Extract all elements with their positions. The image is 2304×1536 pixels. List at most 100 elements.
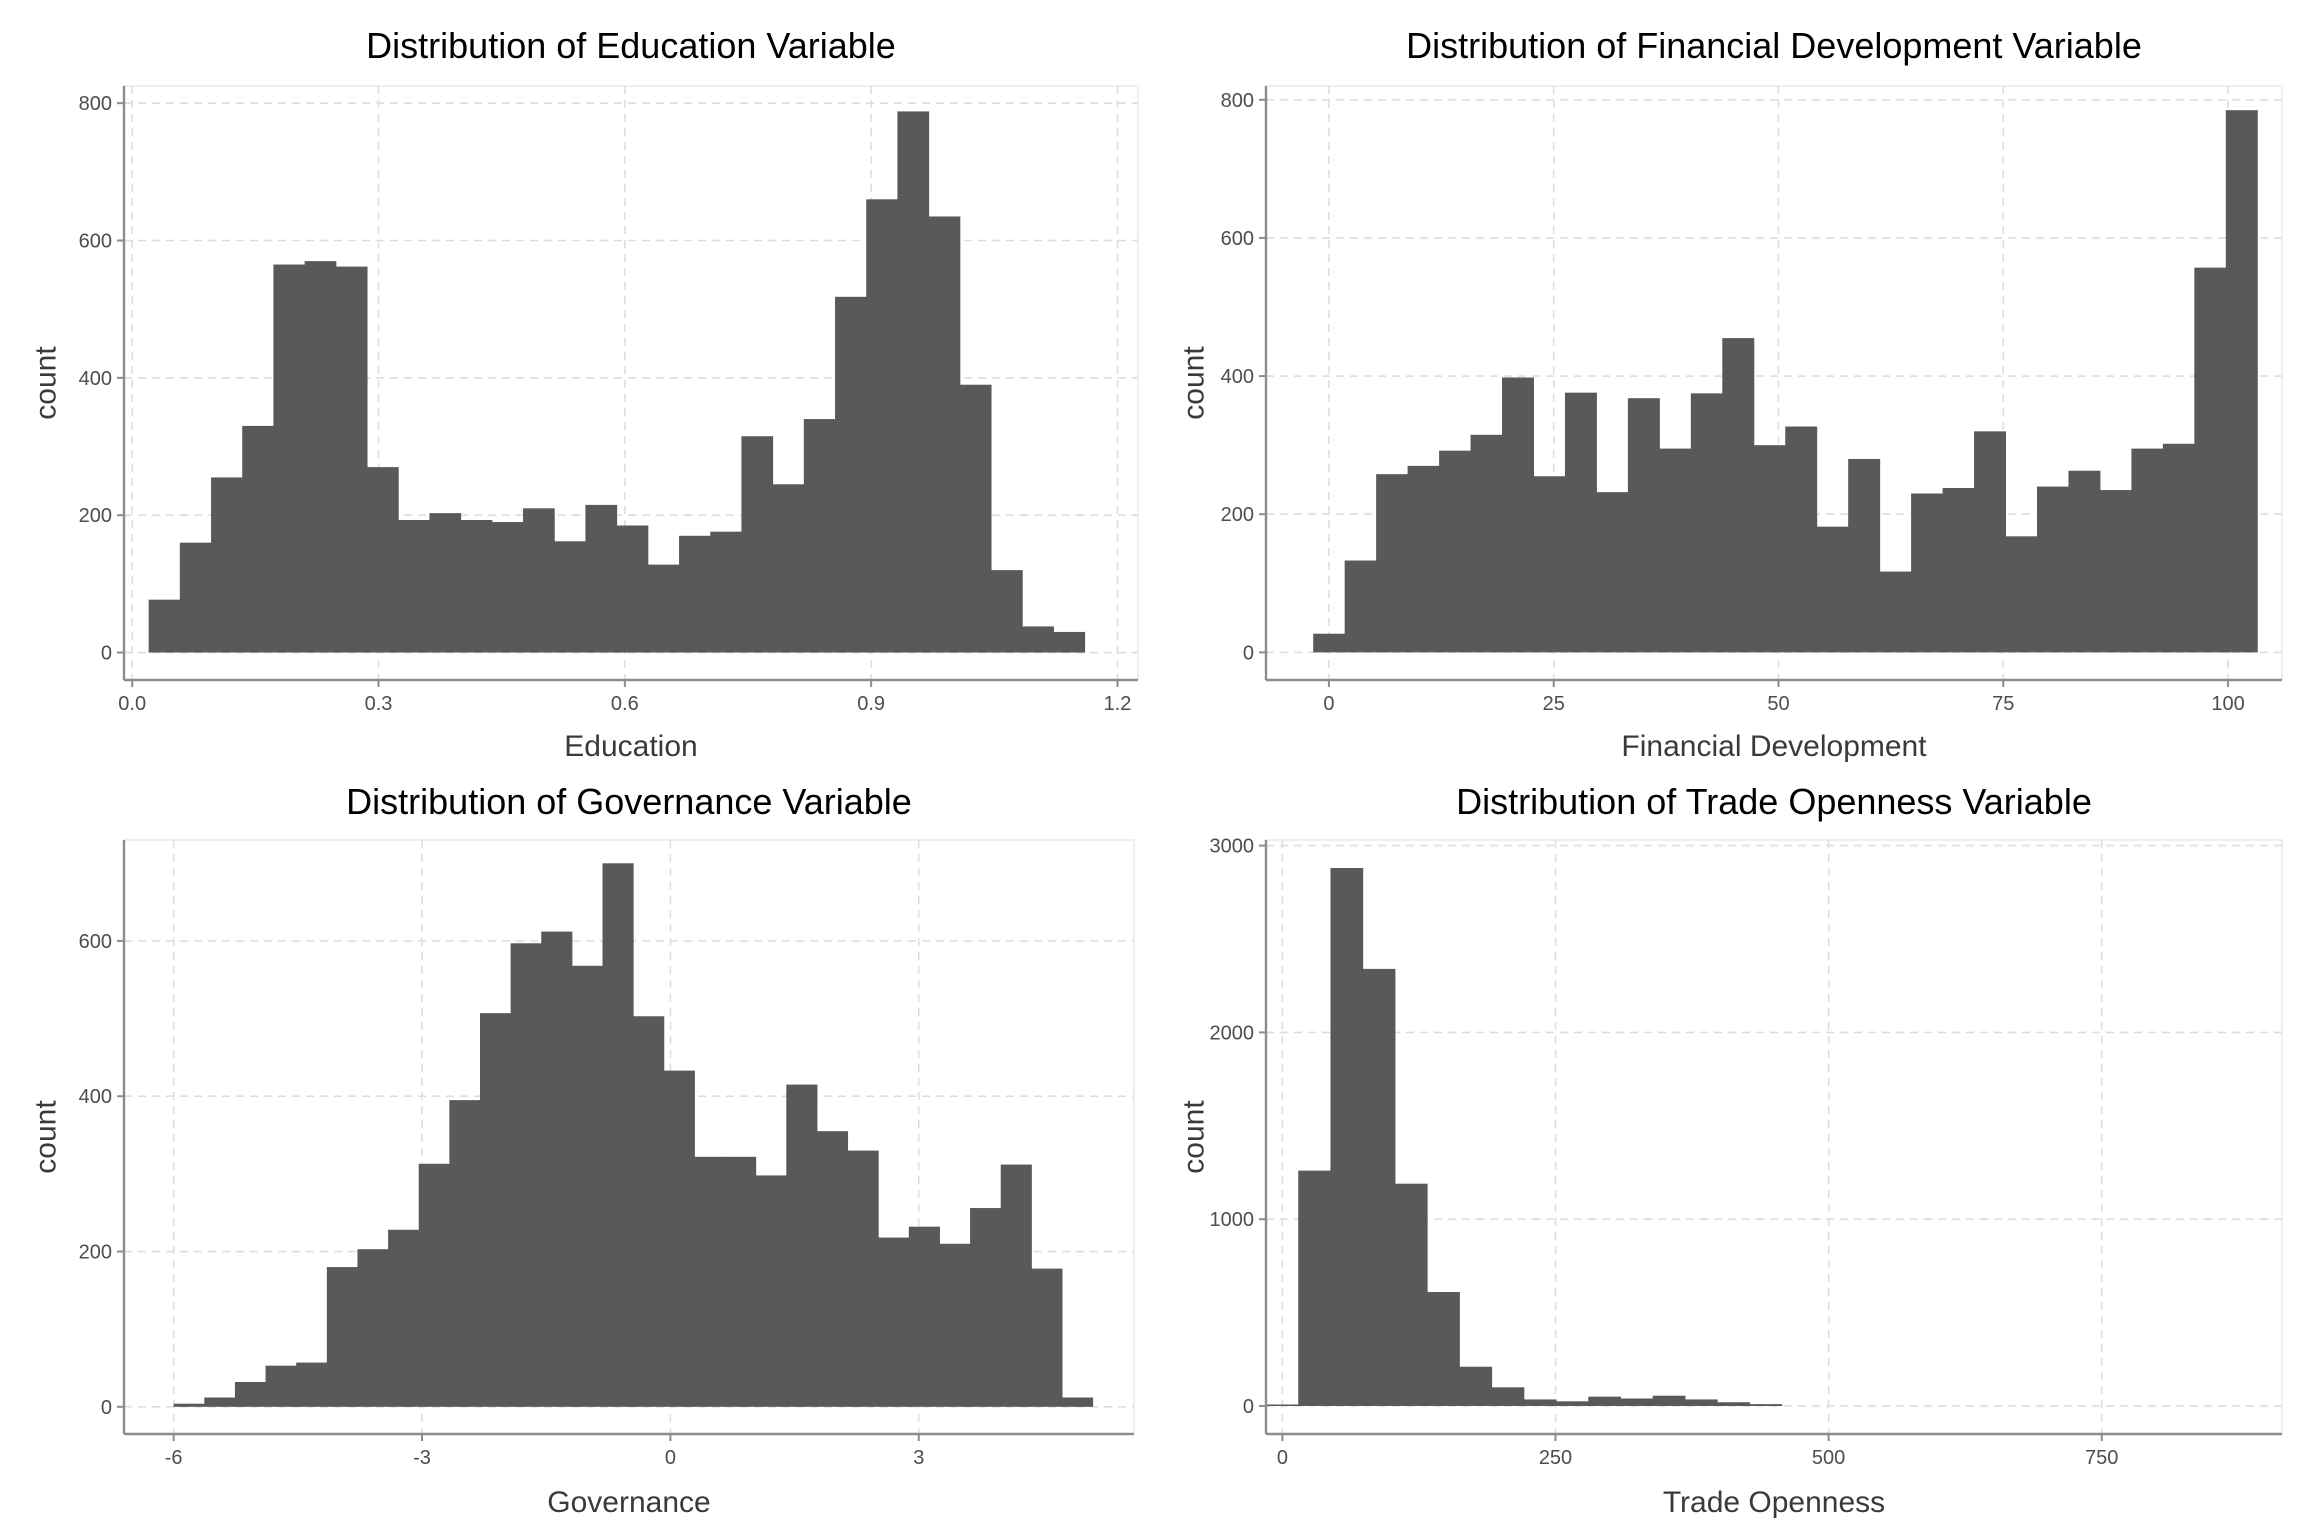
y-tick-label: 800 — [1221, 90, 1254, 112]
x-tick-label: 0 — [1277, 1447, 1288, 1469]
histogram-bar — [1266, 1404, 1299, 1406]
histogram-bar — [1848, 458, 1881, 653]
histogram-bar — [1394, 1183, 1428, 1406]
histogram-bar — [1427, 1292, 1460, 1406]
histogram-bar — [1344, 560, 1377, 653]
histogram-bar — [679, 535, 711, 653]
y-tick-label: 400 — [79, 1086, 112, 1108]
histogram-bar — [1652, 1395, 1686, 1406]
histogram-bar — [725, 1156, 757, 1407]
histogram-bar — [1470, 434, 1503, 653]
histogram-bar — [1407, 465, 1440, 653]
histogram-bar — [2225, 110, 2258, 653]
histogram-bar — [647, 564, 680, 653]
histogram-bar — [2005, 536, 2038, 653]
histogram-bar — [2162, 443, 2195, 653]
histogram-bar — [571, 965, 604, 1407]
histogram-panel-3: -6 -3 0 3 0 200 400 600 Distribution of Governan… — [30, 781, 1135, 1519]
histogram-bar — [772, 484, 805, 653]
y-tick-label: 1000 — [1210, 1209, 1255, 1231]
histogram-bar — [296, 1362, 328, 1407]
histogram-bar — [1330, 868, 1364, 1406]
histogram-bar — [398, 519, 430, 653]
histogram-bar — [663, 1070, 695, 1407]
y-axis-title: count — [30, 346, 63, 420]
histogram-bar — [1816, 526, 1849, 653]
histogram-bar — [148, 599, 181, 653]
histogram-bar — [265, 1365, 297, 1407]
histogram-bar — [786, 1084, 818, 1407]
histogram-bar — [449, 1100, 481, 1407]
y-tick-label: 800 — [79, 93, 112, 115]
x-tick-label: 75 — [1992, 693, 2014, 715]
x-tick-label: 50 — [1767, 693, 1789, 715]
histogram-bar — [1362, 968, 1396, 1406]
histogram-bar — [1313, 633, 1346, 653]
y-tick-label: 3000 — [1210, 836, 1255, 858]
histogram-bar — [211, 477, 243, 653]
histogram-bar — [1690, 393, 1723, 653]
histogram-bar — [273, 264, 306, 653]
histogram-bar — [803, 419, 836, 653]
histogram-bar — [429, 513, 462, 653]
histogram-bar — [633, 1016, 665, 1407]
histogram-panel-2: 0 25 50 75 100 0 200 400 600 800 Distribution of F… — [1178, 25, 2283, 763]
histogram-bar — [388, 1229, 420, 1407]
histogram-bar — [179, 542, 212, 653]
histogram-bar — [204, 1397, 236, 1407]
histogram-bar — [1749, 1404, 1783, 1406]
histogram-bar — [1659, 448, 1692, 653]
histogram-bar — [2036, 486, 2069, 653]
histogram-bar — [1053, 631, 1086, 653]
x-axis-title: Education — [564, 730, 697, 763]
chart-title: Distribution of Governance Variable — [346, 781, 912, 822]
x-tick-label: -3 — [413, 1447, 431, 1469]
y-tick-label: 400 — [79, 368, 112, 390]
histogram-bar — [1459, 1366, 1493, 1406]
x-tick-label: 0.0 — [118, 693, 146, 715]
histogram-bar — [1502, 377, 1534, 653]
histogram-bar — [710, 531, 742, 653]
x-tick-label: 100 — [2211, 693, 2244, 715]
histogram-bar — [959, 384, 992, 653]
x-tick-label: 0 — [1323, 693, 1334, 715]
histogram-bar — [1911, 493, 1944, 653]
chart-title: Distribution of Trade Openness Variable — [1456, 781, 2092, 822]
histogram-bar — [1596, 492, 1629, 653]
x-axis-title: Governance — [547, 1486, 710, 1519]
histogram-bar — [835, 296, 867, 653]
y-tick-label: 200 — [79, 1242, 112, 1264]
histogram-bar — [242, 425, 274, 653]
histogram-bar — [1523, 1399, 1557, 1406]
x-tick-label: 0.9 — [857, 693, 885, 715]
x-tick-label: 0.3 — [365, 693, 393, 715]
histogram-bar — [939, 1243, 971, 1407]
histogram-bar — [1684, 1399, 1718, 1406]
histogram-bar — [1564, 392, 1597, 653]
histogram-bar — [1439, 450, 1472, 653]
y-tick-label: 200 — [1221, 504, 1254, 526]
histogram-bar — [1376, 474, 1409, 653]
x-tick-label: 0.6 — [611, 693, 639, 715]
histogram-bar — [585, 504, 618, 653]
histogram-bar — [335, 266, 368, 653]
histogram-bar — [2194, 267, 2227, 653]
histogram-bar — [1000, 1164, 1032, 1407]
histogram-bar — [523, 508, 555, 653]
histogram-bar — [460, 519, 493, 653]
histogram-bar — [616, 525, 649, 653]
y-axis-title: count — [30, 1100, 63, 1174]
histogram-bar — [991, 570, 1023, 653]
histogram-bar — [2068, 470, 2101, 653]
y-tick-label: 600 — [79, 931, 112, 953]
histogram-bar — [1753, 445, 1786, 653]
histogram-bar — [1298, 1170, 1331, 1406]
y-tick-label: 0 — [1243, 642, 1254, 664]
histogram-bar — [1533, 476, 1566, 653]
x-tick-label: 25 — [1543, 693, 1565, 715]
histogram-bar — [1588, 1396, 1622, 1406]
x-tick-label: 250 — [1539, 1447, 1572, 1469]
chart-title: Distribution of Education Variable — [366, 25, 896, 66]
x-tick-label: 3 — [913, 1447, 924, 1469]
chart-title: Distribution of Financial Development Va… — [1406, 25, 2142, 66]
